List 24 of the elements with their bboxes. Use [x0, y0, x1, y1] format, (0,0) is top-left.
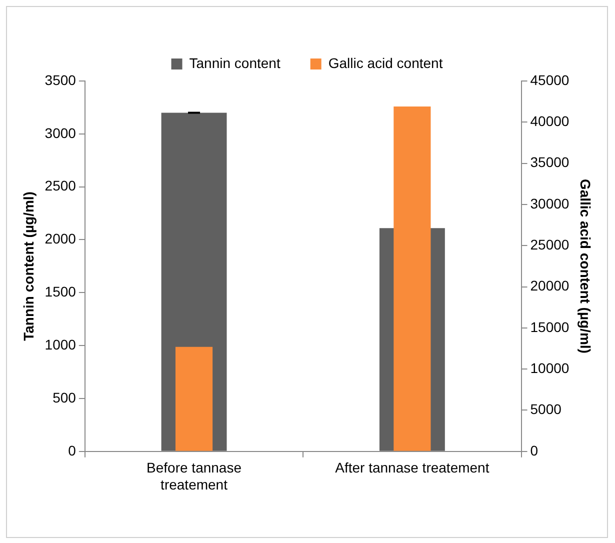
legend-label: Tannin content: [189, 54, 280, 71]
y-tick-label: 0: [68, 442, 76, 458]
y2-axis-title: Gallic acid content (µg/ml): [578, 178, 594, 354]
y-tick-label: 2000: [44, 230, 76, 247]
y2-tick-label: 40000: [530, 113, 570, 130]
y2-tick-label: 30000: [530, 195, 570, 212]
y2-tick-label: 45000: [530, 72, 570, 88]
y-tick-label: 3500: [44, 72, 76, 88]
y2-tick-label: 25000: [530, 236, 570, 252]
y2-tick-label: 0: [530, 442, 538, 458]
y2-tick-label: 15000: [530, 318, 570, 335]
y-tick-label: 500: [52, 389, 76, 406]
y-tick-label: 1500: [44, 284, 76, 300]
legend-label: Gallic acid content: [328, 54, 443, 71]
y2-tick-label: 5000: [530, 401, 562, 418]
y2-tick-label: 10000: [530, 360, 570, 376]
x-tick-label: Before tannase treatement: [146, 460, 242, 492]
y-tick-label: 1000: [44, 336, 76, 352]
y-axis-title: Tannin content (µg/ml): [20, 192, 36, 341]
y2-tick-label: 20000: [530, 278, 570, 294]
y-tick-label: 2500: [44, 178, 76, 194]
x-tick-label: After tannase treatement: [335, 460, 490, 476]
y2-tick-label: 35000: [530, 154, 570, 170]
y-tick-label: 3000: [44, 124, 76, 141]
